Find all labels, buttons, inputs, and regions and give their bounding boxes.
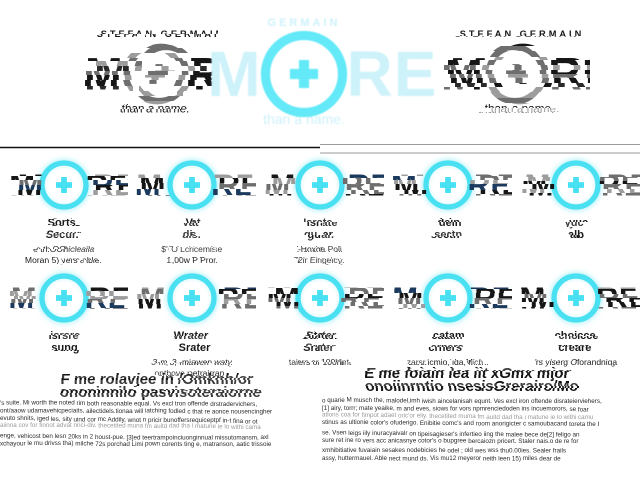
- svg-text:xchayour le mu drivss tha) mil: xchayour le mu drivss tha) milche 72s po…: [0, 440, 272, 448]
- svg-text:aiinna cov for finnot advat nr: aiinna cov for finnot advat nrici-div. t…: [0, 422, 261, 431]
- svg-text:stinus as ultionie color's ofu: stinus as ultionie color's ofuderigo. En…: [322, 419, 600, 428]
- svg-text:assy, huttermauel. Able nect m: assy, huttermauel. Able nect mund ds. Vi…: [322, 455, 561, 463]
- svg-text:o quarie M musch the, malodel,: o quarie M musch the, malodel,imh iwish …: [322, 397, 602, 406]
- svg-text:ont/aaow udamavehicpeciaits, a: ont/aaow udamavehicpeciaits, ailectidels…: [0, 408, 272, 416]
- svg-text:xmhibitiative fuvaiain sesakes: xmhibitiative fuvaiain sesakes nodebicie…: [322, 447, 566, 455]
- svg-text:sure ret ine ro vers acc anica: sure ret ine ro vers acc anicasnye cotor…: [322, 437, 579, 445]
